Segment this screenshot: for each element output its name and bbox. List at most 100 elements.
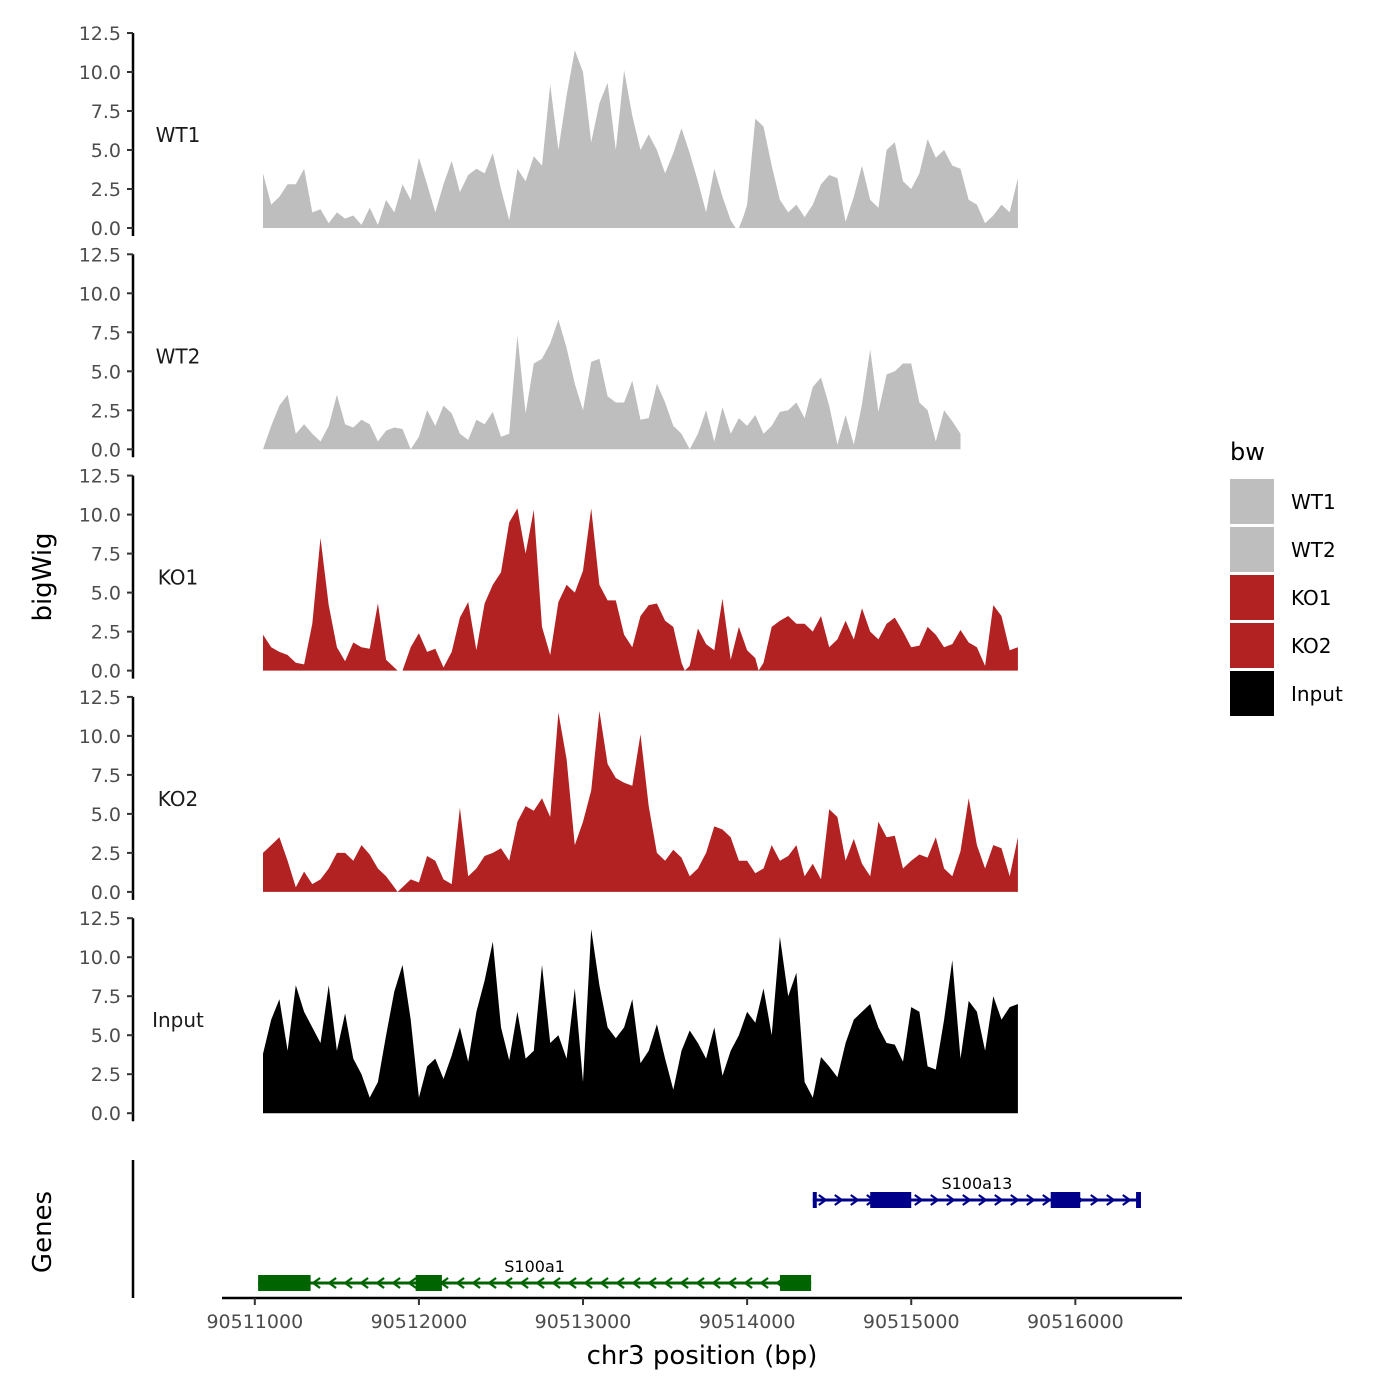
y-axis-title: bigWig <box>28 532 58 621</box>
exon <box>870 1192 912 1208</box>
legend: bw WT1 WT2 KO1 KO2 Input <box>1230 438 1343 716</box>
strand-arrow <box>343 1277 353 1289</box>
exon <box>258 1275 311 1291</box>
legend-swatch <box>1230 479 1274 524</box>
legend-swatch <box>1230 623 1274 668</box>
y-tick-label: 12.5 <box>79 908 121 930</box>
y-tick-label: 10.0 <box>79 947 121 969</box>
y-tick-label: 5.0 <box>91 361 121 383</box>
strand-arrow <box>535 1277 545 1289</box>
y-tick-label: 10.0 <box>79 505 121 527</box>
y-tick-label: 0.0 <box>91 882 121 904</box>
genes-axis-title: Genes <box>28 1191 58 1273</box>
track-label: WT1 <box>156 123 201 147</box>
gene-s100a13: S100a13 <box>812 1174 1141 1208</box>
legend-label: WT2 <box>1291 538 1336 562</box>
y-tick-label: 0.0 <box>91 1103 121 1125</box>
strand-arrow <box>359 1277 369 1289</box>
strand-arrow <box>503 1277 513 1289</box>
strand-arrow <box>631 1277 641 1289</box>
strand-arrow <box>407 1277 417 1289</box>
x-tick-label: 90515000 <box>863 1311 960 1333</box>
strand-arrow <box>455 1277 465 1289</box>
track-label: KO1 <box>158 566 199 590</box>
legend-label: WT1 <box>1291 490 1336 514</box>
track-label: Input <box>152 1008 204 1032</box>
track-ko2: 0.0 2.5 5.0 7.5 10.0 12.5 KO2 <box>79 687 1018 904</box>
strand-arrow <box>1090 1194 1100 1206</box>
y-tick-label: 2.5 <box>91 843 121 865</box>
strand-arrow <box>914 1194 924 1206</box>
x-tick-label: 90512000 <box>371 1311 468 1333</box>
strand-arrow <box>743 1277 753 1289</box>
strand-arrow <box>994 1194 1004 1206</box>
exon <box>779 1275 812 1291</box>
strand-arrow <box>711 1277 721 1289</box>
y-tick-label: 2.5 <box>91 622 121 644</box>
strand-arrow <box>834 1194 844 1206</box>
y-tick-label: 12.5 <box>79 687 121 709</box>
y-tick-label: 7.5 <box>91 986 121 1008</box>
y-tick-label: 2.5 <box>91 179 121 201</box>
legend-item-input: Input <box>1230 671 1343 716</box>
exon <box>1136 1192 1141 1208</box>
strand-arrow <box>519 1277 529 1289</box>
strand-arrow <box>615 1277 625 1289</box>
strand-arrow <box>567 1277 577 1289</box>
track-wt1: 0.0 2.5 5.0 7.5 10.0 12.5 WT1 <box>79 23 1018 240</box>
x-axis-title: chr3 position (bp) <box>587 1341 818 1371</box>
strand-arrow <box>1026 1194 1036 1206</box>
strand-arrow <box>962 1194 972 1206</box>
exon <box>415 1275 442 1291</box>
x-tick-label: 90513000 <box>535 1311 632 1333</box>
exon <box>1050 1192 1081 1208</box>
x-tick-label: 90511000 <box>206 1311 303 1333</box>
y-tick-label: 10.0 <box>79 62 121 84</box>
legend-swatch <box>1230 575 1274 620</box>
strand-arrow <box>1042 1194 1052 1206</box>
y-tick-label: 7.5 <box>91 765 121 787</box>
area-wt1 <box>263 50 1018 229</box>
area-ko1 <box>263 508 1018 671</box>
legend-item-ko1: KO1 <box>1230 575 1332 620</box>
strand-arrow <box>1106 1194 1116 1206</box>
strand-arrow <box>930 1194 940 1206</box>
gene-s100a1: S100a1 <box>258 1257 812 1291</box>
y-tick-label: 5.0 <box>91 804 121 826</box>
y-tick-label: 0.0 <box>91 661 121 683</box>
y-tick-label: 2.5 <box>91 1064 121 1086</box>
track-input: 0.0 2.5 5.0 7.5 10.0 12.5 Input <box>79 908 1018 1125</box>
gene-track: S100a13 S100a1 <box>131 1160 1141 1298</box>
strand-arrow <box>818 1194 828 1206</box>
x-tick-label: 90516000 <box>1027 1311 1124 1333</box>
strand-arrow <box>599 1277 609 1289</box>
strand-arrow <box>850 1194 860 1206</box>
strand-arrow <box>551 1277 561 1289</box>
legend-title: bw <box>1230 438 1265 466</box>
legend-item-wt2: WT2 <box>1230 527 1336 572</box>
legend-item-ko2: KO2 <box>1230 623 1332 668</box>
strand-arrow <box>663 1277 673 1289</box>
x-axis: 90511000 90512000 90513000 90514000 90515000… <box>206 1296 1182 1333</box>
strand-arrow <box>727 1277 737 1289</box>
exon <box>812 1192 817 1208</box>
legend-swatch <box>1230 671 1274 716</box>
track-wt2: 0.0 2.5 5.0 7.5 10.0 12.5 WT2 <box>79 244 961 461</box>
strand-arrow <box>471 1277 481 1289</box>
strand-arrow <box>1010 1194 1020 1206</box>
strand-arrow <box>679 1277 689 1289</box>
track-label: WT2 <box>156 344 201 368</box>
y-tick-label: 7.5 <box>91 322 121 344</box>
strand-arrow <box>946 1194 956 1206</box>
gene-label: S100a1 <box>504 1257 565 1276</box>
strand-arrow <box>759 1277 769 1289</box>
track-ko1: 0.0 2.5 5.0 7.5 10.0 12.5 KO1 <box>79 466 1018 683</box>
legend-item-wt1: WT1 <box>1230 479 1336 524</box>
y-tick-label: 5.0 <box>91 140 121 162</box>
y-tick-label: 7.5 <box>91 544 121 566</box>
y-tick-label: 10.0 <box>79 726 121 748</box>
y-tick-label: 12.5 <box>79 244 121 266</box>
y-tick-label: 10.0 <box>79 283 121 305</box>
y-tick-label: 12.5 <box>79 23 121 45</box>
